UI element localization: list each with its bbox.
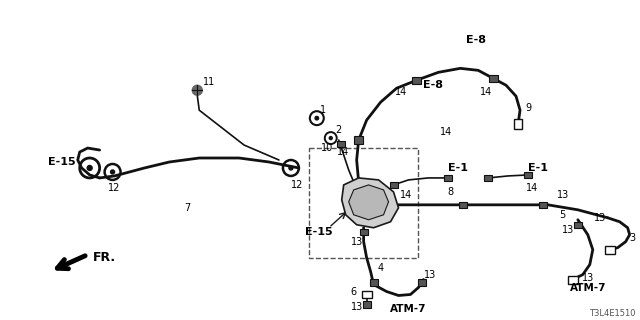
Circle shape [192, 85, 202, 95]
Text: E-15: E-15 [48, 157, 76, 167]
Bar [360, 228, 367, 235]
Text: 14: 14 [480, 87, 492, 97]
Text: 13: 13 [594, 213, 606, 223]
Bar [354, 137, 363, 144]
Bar [362, 291, 372, 298]
Text: 1: 1 [320, 105, 326, 115]
Text: 14: 14 [396, 87, 408, 97]
Text: 2: 2 [335, 125, 342, 135]
Text: 13: 13 [562, 225, 574, 235]
Text: 8: 8 [447, 187, 453, 197]
Bar [412, 77, 421, 84]
Text: 6: 6 [351, 286, 356, 297]
Text: 4: 4 [378, 263, 383, 273]
Circle shape [111, 170, 115, 174]
Text: 12: 12 [108, 183, 121, 193]
Text: 3: 3 [630, 233, 636, 243]
Text: E-8: E-8 [466, 36, 486, 45]
Bar [460, 202, 467, 208]
Text: FR.: FR. [93, 251, 116, 264]
Bar [337, 141, 345, 147]
Text: E-1: E-1 [448, 163, 468, 173]
Text: E-8: E-8 [424, 80, 444, 90]
Polygon shape [349, 185, 388, 220]
Text: 14: 14 [401, 190, 413, 200]
Circle shape [289, 166, 293, 170]
Text: 5: 5 [559, 210, 565, 220]
Text: 13: 13 [424, 269, 436, 280]
Bar [444, 175, 452, 181]
Text: ATM-7: ATM-7 [390, 304, 427, 315]
Text: 12: 12 [291, 180, 303, 190]
Polygon shape [342, 178, 399, 228]
Text: T3L4E1510: T3L4E1510 [589, 309, 636, 318]
Text: E-1: E-1 [528, 163, 548, 173]
Bar [524, 172, 532, 178]
Text: E-15: E-15 [305, 227, 333, 237]
Bar [484, 175, 492, 181]
Bar [363, 301, 371, 308]
Bar [370, 279, 378, 286]
Circle shape [315, 116, 319, 120]
Text: 13: 13 [351, 302, 363, 312]
Text: 14: 14 [337, 147, 349, 157]
Circle shape [87, 165, 92, 171]
Circle shape [329, 137, 332, 140]
Bar [489, 75, 498, 82]
Bar [309, 148, 419, 258]
Text: 13: 13 [351, 237, 363, 247]
Bar [390, 182, 397, 188]
Text: 11: 11 [203, 77, 215, 87]
Bar [605, 246, 614, 254]
Text: 9: 9 [525, 103, 531, 113]
Bar [514, 119, 522, 129]
Text: 13: 13 [582, 273, 594, 283]
Text: 10: 10 [321, 143, 333, 153]
Bar [568, 276, 578, 284]
Bar [539, 202, 547, 208]
Text: 13: 13 [557, 190, 569, 200]
Text: ATM-7: ATM-7 [570, 283, 606, 292]
Text: 14: 14 [440, 127, 452, 137]
Text: 14: 14 [526, 183, 538, 193]
Bar [419, 279, 426, 286]
Bar [574, 221, 582, 228]
Text: 7: 7 [184, 203, 191, 213]
